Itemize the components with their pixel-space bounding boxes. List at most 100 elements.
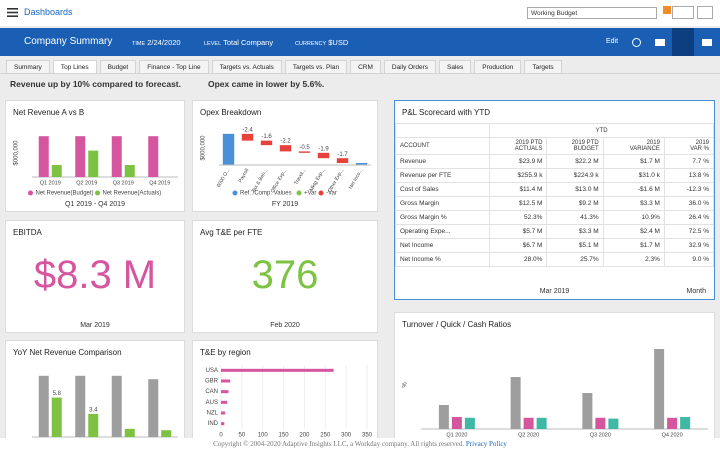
- header-label: BUDGET: [573, 146, 599, 152]
- period-select[interactable]: Feb 2020: [270, 322, 300, 329]
- app-title[interactable]: Dashboards: [24, 7, 73, 17]
- bar: [336, 158, 349, 164]
- tab[interactable]: Budget: [99, 60, 137, 74]
- x-tick-label: Q4 2020: [662, 432, 683, 438]
- scorecard-table: YTD ACCOUNT 2019 PTD ACTUALS 2019 PTD BUDGET 2…: [395, 123, 714, 267]
- y-axis-label: $000,000: [14, 140, 20, 166]
- label: CURRENCY: [295, 41, 327, 47]
- bar: [221, 390, 229, 394]
- bar: [355, 163, 368, 165]
- tab[interactable]: CRM: [350, 60, 381, 74]
- bar: [161, 430, 172, 437]
- card-title: P&L Scorecard with YTD: [402, 108, 491, 117]
- header-top: 2019 PTD: [515, 140, 543, 146]
- bar: [260, 140, 273, 146]
- cell: 28.0%: [489, 252, 548, 267]
- level-filter[interactable]: LEVEL Total Company: [204, 38, 273, 47]
- user-menu[interactable]: [672, 6, 694, 19]
- cell: $3.3 M: [602, 196, 665, 211]
- y-tick-label: AUS: [206, 400, 218, 406]
- bar: [582, 393, 593, 429]
- value: 2/24/2020: [147, 38, 181, 47]
- tab[interactable]: Production: [474, 60, 522, 74]
- tab-rule: [0, 73, 720, 74]
- bar: [124, 165, 135, 177]
- budget-select[interactable]: Working Budget: [527, 7, 657, 19]
- bar: [111, 136, 122, 177]
- tab[interactable]: Finance - Top Line: [139, 60, 209, 74]
- x-tick-label: 0: [219, 433, 223, 439]
- kpi-card: Avg T&E per FTE 376 Feb 2020: [192, 220, 378, 333]
- tab[interactable]: Targets vs. Actuals: [211, 60, 282, 74]
- x-tick-label: 350: [362, 433, 373, 439]
- bar: [536, 417, 547, 429]
- x-tick-label: Q2 2020: [518, 432, 539, 438]
- tab[interactable]: Sales: [439, 60, 472, 74]
- refresh-icon[interactable]: [632, 38, 641, 47]
- column-header: 2019 VAR %: [663, 137, 714, 155]
- legend-swatch: [296, 190, 302, 196]
- header-top: 2019: [646, 140, 660, 146]
- camera-icon[interactable]: [655, 39, 665, 46]
- table-row: Net Income $6.7 M $5.1 M $1.7 M 32.9 %: [395, 238, 714, 253]
- notification[interactable]: [663, 6, 671, 14]
- table-row: Revenue $23.9 M $22.2 M $1.7 M 7.7 %: [395, 154, 714, 169]
- bar: [221, 422, 225, 426]
- x-tick-label: Mktg Exp...: [309, 168, 327, 193]
- bar: [51, 397, 62, 437]
- top-bar: Dashboards Working Budget: [0, 0, 720, 26]
- grid-view[interactable]: [672, 28, 694, 56]
- cell: 32.9 %: [663, 238, 714, 253]
- bar: [654, 349, 665, 429]
- cell: $1.7 M: [602, 154, 665, 169]
- chart-card: Opex Breakdown FY 2019 $000,000 6000 O... -2…: [192, 100, 378, 212]
- bar: [608, 418, 619, 429]
- bar: [88, 150, 99, 177]
- cell: -12.3 %: [663, 182, 714, 197]
- period-select[interactable]: Q1 2019 - Q4 2019: [65, 201, 125, 208]
- period-select[interactable]: Mar 2019: [80, 322, 110, 329]
- bar: [221, 400, 228, 404]
- cell: $3.3 M: [546, 224, 604, 239]
- bar: [241, 133, 254, 141]
- privacy-link[interactable]: Privacy Policy: [465, 440, 507, 448]
- x-tick-label: Q1 2019: [40, 180, 61, 186]
- granularity-select[interactable]: Month: [686, 288, 706, 295]
- tab[interactable]: Summary: [6, 60, 50, 74]
- x-tick-label: Net Inco...: [348, 168, 365, 191]
- x-tick-label: 250: [320, 433, 331, 439]
- legend-swatch: [95, 190, 100, 196]
- table-row: Revenue per FTE $255.9 k $224.9 k $31.0 k 13…: [395, 168, 714, 183]
- tab[interactable]: Top Lines: [52, 60, 97, 74]
- edit-button[interactable]: Edit: [606, 38, 619, 45]
- cell: 9.0 %: [663, 252, 714, 267]
- bar: [221, 411, 226, 415]
- bar: [595, 417, 606, 429]
- period-select[interactable]: Mar 2019: [539, 288, 570, 295]
- cell: 10.9%: [602, 210, 665, 225]
- time-filter[interactable]: TIME 2/24/2020: [132, 38, 181, 47]
- y-tick-label: GBR: [205, 379, 219, 385]
- tab[interactable]: Targets: [524, 60, 562, 74]
- header-label: VAR %: [690, 146, 709, 152]
- currency-filter[interactable]: CURRENCY $USD: [295, 38, 348, 47]
- table-wrap: YTD ACCOUNT 2019 PTD ACTUALS 2019 PTD BUDGET 2…: [395, 123, 714, 267]
- label: TIME: [132, 41, 146, 47]
- x-tick-label: 100: [258, 433, 269, 439]
- cell: -$1.6 M: [602, 182, 665, 197]
- tab[interactable]: Targets vs. Plan: [284, 60, 348, 74]
- card-title: EBITDA: [13, 228, 42, 237]
- present-icon[interactable]: [702, 39, 712, 46]
- bar: [221, 368, 334, 372]
- bar: [111, 375, 122, 437]
- period-select[interactable]: FY 2019: [271, 201, 299, 208]
- menu-icon[interactable]: [7, 8, 18, 17]
- tab-bar: Summary Top Lines Budget Finance - Top Line…: [6, 60, 562, 74]
- cell: $12.5 M: [489, 196, 548, 211]
- help-menu[interactable]: [697, 6, 713, 19]
- cell: Net Income %: [395, 252, 491, 267]
- tab[interactable]: Daily Orders: [383, 60, 436, 74]
- legend-label: Net Revenue(Actuals): [103, 191, 162, 197]
- bar: [523, 417, 534, 429]
